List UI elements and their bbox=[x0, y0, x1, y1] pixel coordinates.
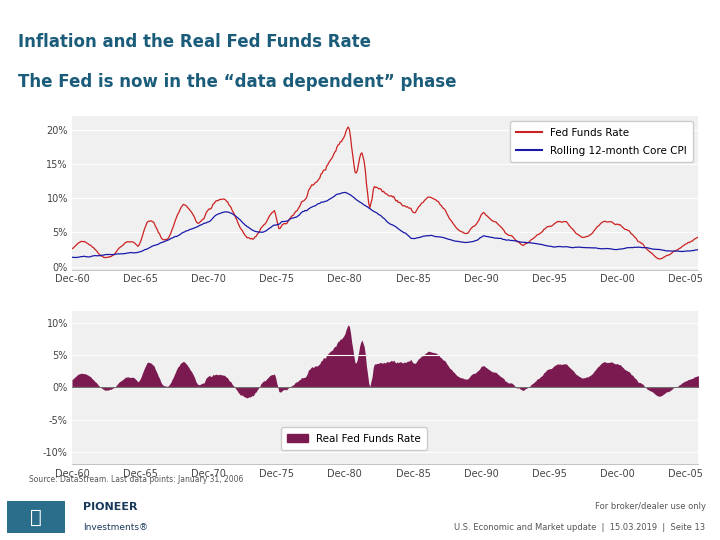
Legend: Real Fed Funds Rate: Real Fed Funds Rate bbox=[281, 428, 427, 450]
Text: ⛵: ⛵ bbox=[30, 508, 42, 526]
Text: Investments®: Investments® bbox=[83, 523, 148, 532]
Text: Inflation and the Real Fed Funds Rate: Inflation and the Real Fed Funds Rate bbox=[19, 33, 372, 51]
FancyBboxPatch shape bbox=[7, 501, 65, 533]
Text: Source: DataStream. Last data points: January 31, 2006: Source: DataStream. Last data points: Ja… bbox=[29, 475, 243, 484]
Text: The Fed is now in the “data dependent” phase: The Fed is now in the “data dependent” p… bbox=[19, 73, 457, 91]
Text: U.S. Economic and Market update  |  15.03.2019  |  Seite 13: U.S. Economic and Market update | 15.03.… bbox=[454, 523, 706, 532]
Legend: Fed Funds Rate, Rolling 12-month Core CPI: Fed Funds Rate, Rolling 12-month Core CP… bbox=[510, 122, 693, 162]
Text: PIONEER: PIONEER bbox=[83, 502, 138, 512]
Text: For broker/dealer use only: For broker/dealer use only bbox=[595, 502, 706, 511]
